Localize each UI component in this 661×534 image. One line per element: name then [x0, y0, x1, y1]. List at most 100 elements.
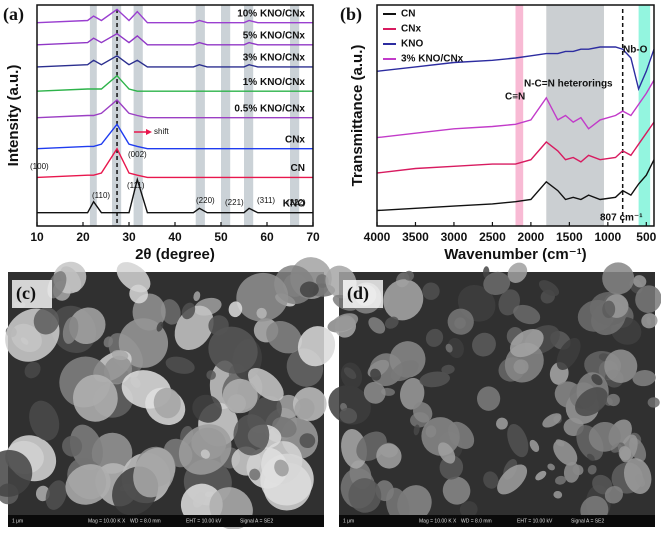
sem-particle	[294, 398, 315, 420]
panel-label: (c)	[16, 283, 36, 304]
x-tick-label: 500	[636, 230, 656, 244]
sem-footer-text: 1 μm	[12, 518, 23, 524]
x-tick-label: 60	[260, 230, 274, 244]
series-label: CNx	[285, 134, 305, 145]
x-tick-label: 20	[76, 230, 90, 244]
sem-particle	[588, 421, 621, 452]
sem-footer-text: WD = 8.0 mm	[130, 518, 161, 524]
sem-particle	[442, 476, 471, 505]
sem-particle	[482, 266, 490, 279]
series-line	[36, 54, 313, 68]
sem-particle	[483, 271, 511, 296]
sem-particle	[299, 281, 319, 298]
sem-particle	[447, 308, 474, 335]
sem-particle	[535, 470, 547, 481]
sem-image: 1 μm Mag = 10.00 K X WD = 8.0 mm EHT = 10.0…	[325, 262, 661, 527]
highlight-band	[290, 5, 300, 226]
annotation: (221)	[225, 198, 244, 207]
sem-particle	[445, 343, 453, 353]
sem-particle	[390, 360, 419, 382]
sem-particle	[133, 447, 176, 498]
y-axis-label: Intensity (a.u.)	[5, 65, 22, 167]
series-line	[376, 121, 655, 174]
legend-label: CN	[401, 9, 415, 20]
series-line	[376, 46, 655, 92]
annotation: (311)	[257, 196, 275, 205]
sem-particle	[602, 262, 635, 295]
sem-particle	[118, 318, 169, 368]
sem-particle	[130, 376, 141, 388]
sem-particle	[509, 329, 544, 358]
sem-particle	[384, 316, 399, 329]
sem-particle	[69, 307, 106, 345]
sem-footer-text: Mag = 10.00 K X	[88, 518, 126, 524]
sem-particle	[556, 337, 581, 370]
sem-footer	[8, 515, 324, 527]
sem-particle	[370, 368, 382, 381]
sem-particle	[103, 355, 133, 385]
series-label: 10% KNO/CNx	[237, 8, 305, 19]
sem-particle	[249, 468, 261, 481]
series-label: 1% KNO/CNx	[243, 77, 306, 88]
x-tick-label: 4000	[364, 230, 391, 244]
sem-particle	[208, 315, 229, 336]
sem-particle	[65, 464, 111, 505]
sem-particle	[572, 464, 584, 476]
sem-particle	[555, 439, 565, 447]
annotation: (110)	[92, 191, 110, 200]
sem-footer-text: EHT = 10.00 kV	[186, 518, 222, 524]
sem-particle	[472, 332, 496, 357]
sem-particle	[47, 271, 67, 299]
sem-particle	[587, 464, 597, 475]
annotation: (002)	[128, 150, 147, 159]
sem-particle	[153, 387, 181, 419]
sem-particle	[266, 320, 303, 354]
sem-particle	[483, 471, 499, 489]
series-line	[36, 123, 313, 150]
x-axis-label: 2θ (degree)	[135, 246, 215, 263]
sem-particle	[208, 326, 258, 374]
sem-particle	[192, 394, 222, 423]
sem-particle	[0, 450, 33, 497]
panel-label: (a)	[3, 4, 24, 25]
sem-particle	[274, 459, 289, 477]
plot-frame	[376, 4, 655, 227]
sem-image: 1 μm Mag = 10.00 K X WD = 8.0 mm EHT = 10.0…	[0, 257, 336, 530]
sem-particle	[233, 414, 270, 456]
sem-particle	[62, 435, 83, 457]
sem-particle	[20, 337, 29, 345]
sem-footer	[339, 515, 655, 527]
sem-particle	[111, 350, 129, 361]
sem-particle	[604, 349, 638, 383]
sem-particle	[228, 301, 243, 318]
sem-particle	[529, 439, 540, 452]
highlight-band	[244, 5, 254, 226]
sem-particle	[412, 402, 433, 423]
x-tick-label: 70	[306, 230, 320, 244]
sem-particle	[623, 458, 652, 494]
x-tick-label: 10	[30, 230, 44, 244]
sem-particle	[340, 362, 363, 390]
series-line	[36, 147, 313, 179]
sem-particle	[441, 364, 455, 375]
sem-particle	[496, 417, 508, 430]
panel-label-bg	[12, 280, 52, 308]
sem-particle	[178, 424, 232, 475]
sem-particle	[45, 480, 67, 510]
sem-particle	[156, 321, 164, 332]
sem-particle	[618, 446, 632, 461]
sem-particle	[297, 326, 336, 367]
series-line	[376, 79, 655, 139]
sem-particle	[635, 285, 661, 313]
sem-particle	[553, 440, 578, 466]
sem-particle	[339, 407, 358, 424]
legend-label: CNx	[401, 24, 421, 35]
sem-particle	[425, 328, 444, 347]
sem-particle	[553, 490, 563, 499]
annotation: (100)	[30, 162, 49, 171]
sem-particle	[542, 413, 562, 428]
sem-particle	[422, 282, 440, 300]
annotation: (220)	[196, 196, 215, 205]
sem-particle	[507, 423, 529, 458]
